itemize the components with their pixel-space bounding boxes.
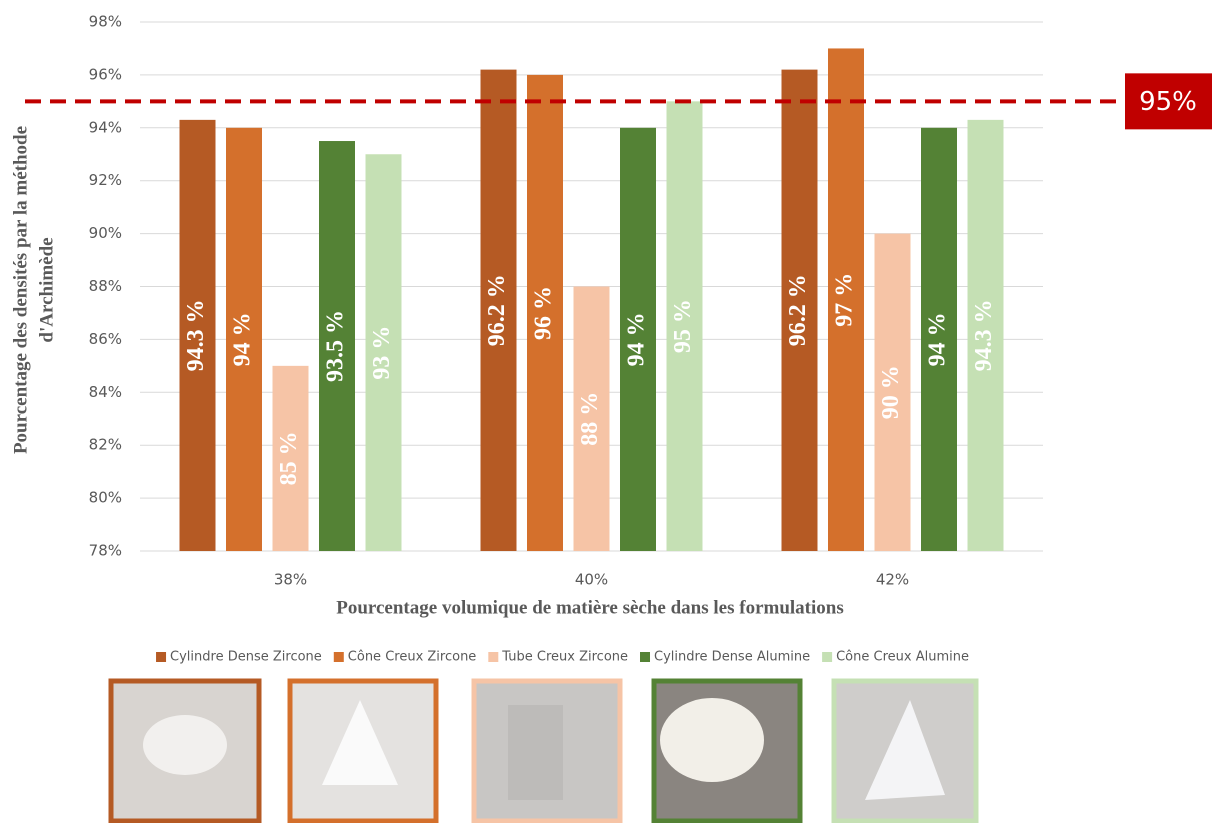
bar [967, 119, 1004, 552]
data-label: 94 % [925, 312, 951, 366]
data-label: 94.3 % [183, 299, 209, 371]
bar [828, 48, 864, 551]
legend-swatch [333, 652, 344, 662]
bar [666, 101, 703, 551]
y-tick-label: 96% [89, 65, 122, 83]
photo-object [865, 700, 945, 800]
data-label: 85 % [276, 431, 302, 485]
photos [108, 678, 979, 823]
bar [480, 69, 517, 552]
data-label: 95 % [670, 299, 696, 353]
reference-label: 95% [1139, 87, 1197, 117]
data-label: 96.2 % [785, 274, 811, 346]
data-label: 94.3 % [971, 299, 997, 371]
data-label: 90 % [878, 365, 904, 419]
photo-object [660, 698, 764, 782]
bar [921, 127, 957, 552]
y-tick-label: 90% [89, 224, 122, 242]
bar [620, 127, 656, 552]
y-axis-title-line: d'Archimède [36, 237, 57, 342]
x-tick-label: 40% [575, 571, 608, 589]
legend-swatch [488, 652, 499, 662]
legend-label: Cylindre Dense Zircone [170, 650, 322, 665]
legend-label: Cylindre Dense Alumine [654, 650, 810, 665]
legend-swatch [640, 652, 651, 662]
data-label: 96.2 % [484, 274, 510, 346]
photo-object [508, 705, 563, 800]
data-label: 94 % [624, 312, 650, 366]
legend-label: Cône Creux Alumine [836, 650, 969, 665]
data-label: 88 % [577, 392, 603, 446]
legend-label: Tube Creux Zircone [501, 650, 628, 665]
bar [365, 154, 402, 551]
data-label: 96 % [531, 286, 557, 340]
y-axis-title-line: Pourcentage des densités par la méthode [10, 126, 31, 454]
bar [226, 127, 262, 552]
x-axis-title: Pourcentage volumique de matière sèche d… [336, 597, 844, 618]
y-tick-label: 88% [89, 277, 122, 295]
x-tick-label: 42% [876, 571, 909, 589]
legend-swatch [822, 652, 833, 662]
y-tick-label: 84% [89, 383, 122, 401]
photo-object [143, 715, 227, 775]
y-tick-label: 80% [89, 489, 122, 507]
bar [272, 365, 309, 551]
bar [781, 69, 818, 552]
photo-object [322, 700, 398, 785]
legend-swatch [156, 652, 167, 662]
bar [319, 141, 355, 551]
y-axis-title: Pourcentage des densités par la méthode … [10, 126, 57, 454]
y-tick-label: 94% [89, 118, 122, 136]
y-tick-label: 92% [89, 171, 122, 189]
y-tick-label: 78% [89, 542, 122, 560]
bar [874, 233, 911, 551]
legend: Cylindre Dense Zircone Cône Creux Zircone… [156, 650, 969, 665]
data-label: 93.5 % [323, 310, 349, 382]
y-tick-label: 82% [89, 436, 122, 454]
y-tick-label: 86% [89, 330, 122, 348]
bar [179, 119, 216, 552]
legend-label: Cône Creux Zircone [348, 650, 477, 665]
bar [573, 286, 610, 551]
data-label: 94 % [230, 312, 256, 366]
data-label: 97 % [832, 273, 858, 327]
y-tick-label: 98% [89, 13, 122, 31]
data-label: 93 % [369, 326, 395, 380]
reference-label-box [1125, 73, 1212, 130]
x-tick-label: 38% [274, 571, 307, 589]
bar [527, 74, 563, 552]
